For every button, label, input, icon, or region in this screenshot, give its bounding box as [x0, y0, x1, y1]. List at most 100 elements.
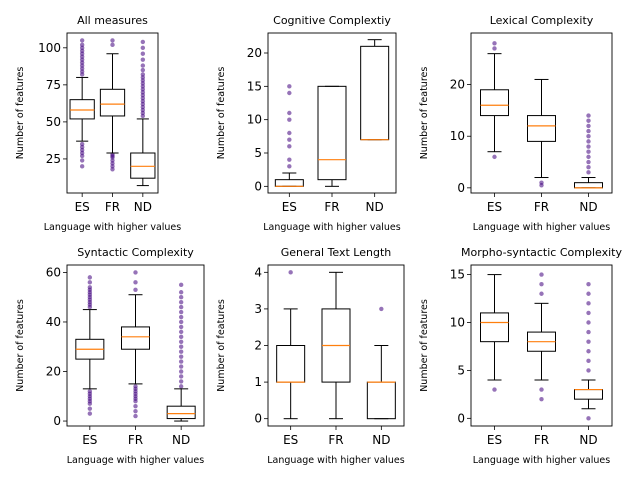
y-tick-label: 15 [247, 79, 262, 93]
outlier-point [178, 379, 184, 384]
outlier-point [586, 301, 591, 306]
outlier-point [586, 349, 591, 354]
y-tick-label: 4 [254, 265, 262, 279]
box-ES [276, 270, 306, 420]
outlier-point [178, 384, 184, 389]
outlier-point [87, 411, 93, 416]
outlier-point [586, 164, 591, 170]
y-tick-label: 75 [46, 78, 61, 92]
y-tick-label: 10 [450, 316, 465, 330]
outlier-point [586, 368, 591, 373]
outlier-point [133, 280, 138, 285]
outlier-point [287, 130, 292, 136]
outlier-point [133, 384, 138, 389]
x-axis-label: Language with higher values [267, 455, 405, 466]
chart-panel-4: Syntactic Complexity Number of features La… [15, 246, 205, 466]
y-tick-label: 5 [254, 146, 262, 160]
chart-panel-6: Morpho-syntactic Complexity Number of fea… [419, 246, 622, 466]
x-axis-label: Language with higher values [67, 455, 205, 466]
outlier-point [178, 344, 184, 349]
outlier-point [87, 285, 93, 290]
y-tick-label: 100 [38, 41, 61, 55]
plot-frame [470, 32, 613, 194]
outlier-point [586, 149, 591, 154]
chart-panel-2: Cognitive Complextiy Number of features La… [216, 14, 401, 233]
outlier-point [287, 90, 292, 96]
outlier-point [586, 416, 591, 421]
box-ND [130, 39, 156, 187]
outlier-point [586, 329, 591, 335]
outlier-point [287, 84, 292, 89]
chart-title: All measures [77, 14, 148, 27]
y-tick-label: 20 [247, 46, 262, 60]
outlier-point [492, 387, 497, 392]
outlier-point [586, 291, 591, 296]
x-tick-label: FR [128, 433, 143, 447]
box-FR [121, 270, 150, 419]
x-tick-label: FR [534, 200, 549, 214]
outlier-point [178, 374, 184, 379]
outlier-point [178, 314, 184, 320]
y-axis-label: Number of features [216, 299, 227, 392]
outlier-point [178, 309, 184, 315]
y-tick-label: 1 [254, 375, 262, 389]
outlier-point [539, 281, 544, 287]
outlier-point [586, 134, 591, 139]
outlier-point [133, 408, 138, 414]
y-axis-label: Number of features [419, 299, 430, 392]
outlier-point [110, 42, 115, 48]
x-tick-label: FR [328, 433, 343, 447]
outlier-point [178, 334, 184, 340]
x-tick-label: ES [282, 200, 297, 214]
x-axis-label: Language with higher values [473, 455, 611, 466]
chart-title: General Text Length [281, 246, 392, 259]
outlier-point [178, 359, 184, 364]
outlier-point [140, 45, 146, 51]
outlier-point [586, 154, 591, 160]
box-ES [75, 275, 105, 416]
outlier-point [539, 180, 544, 185]
box-ES [480, 41, 509, 160]
box-ND [366, 306, 396, 420]
x-tick-label: FR [534, 433, 549, 447]
x-axis-label: Language with higher values [44, 222, 182, 233]
y-tick-label: 2 [254, 339, 262, 353]
x-axis-label: Language with higher values [263, 222, 401, 233]
outlier-point [586, 139, 591, 144]
outlier-point [287, 137, 292, 142]
box-iqr [366, 381, 396, 420]
outlier-point [586, 358, 591, 364]
outlier-point [79, 164, 85, 169]
chart-title: Syntactic Complexity [77, 246, 194, 259]
outlier-point [133, 413, 138, 419]
y-axis-label: Number of features [15, 299, 26, 392]
x-axis-label: Language with higher values [473, 222, 611, 233]
box-ES [274, 84, 304, 187]
box-FR [527, 78, 556, 188]
outlier-point [133, 287, 138, 292]
outlier-point [178, 324, 184, 330]
y-tick-label: 25 [46, 152, 61, 166]
box-iqr [166, 405, 196, 420]
outlier-point [586, 320, 591, 325]
outlier-point [287, 144, 292, 149]
x-tick-label: ND [172, 433, 190, 447]
box-ES [69, 38, 95, 169]
outlier-point [178, 295, 184, 300]
chart-title: Morpho-syntactic Complexity [461, 246, 622, 259]
box-iqr [480, 89, 509, 117]
outlier-point [87, 406, 93, 411]
outlier-point [178, 349, 184, 354]
outlier-point [586, 159, 591, 165]
y-axis-label: Number of features [15, 67, 26, 160]
outlier-point [110, 38, 115, 43]
y-tick-label: 5 [457, 363, 465, 377]
box-FR [321, 271, 351, 420]
outlier-point [178, 282, 184, 288]
x-tick-label: FR [105, 200, 120, 214]
outlier-point [539, 291, 544, 296]
box-iqr [274, 179, 304, 187]
outlier-point [287, 164, 292, 169]
outlier-point [586, 170, 591, 175]
outlier-point [140, 72, 146, 77]
